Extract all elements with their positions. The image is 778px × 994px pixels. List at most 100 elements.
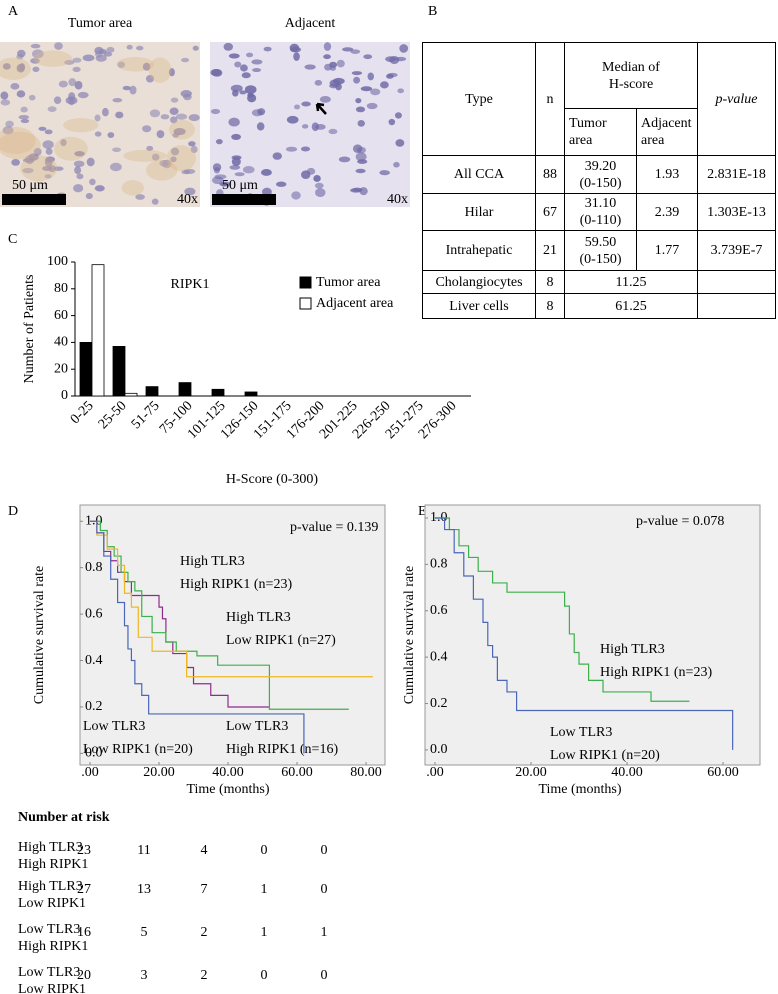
nucleus	[301, 170, 311, 180]
nucleus	[183, 168, 196, 174]
nucleus	[77, 91, 89, 99]
nucleus	[324, 63, 332, 71]
cell-text: Cholangiocytes	[435, 274, 523, 290]
cell: 1.93	[636, 155, 698, 194]
y-axis-label: Cumulative survival rate	[402, 566, 417, 704]
x-tick-label: 60.00	[707, 765, 739, 780]
nucleus	[363, 54, 373, 60]
nucleus	[33, 147, 42, 156]
bar	[112, 346, 126, 397]
y-tick-label: 40	[54, 335, 68, 350]
nucleus	[112, 147, 122, 152]
nucleus	[170, 156, 177, 163]
nucleus	[257, 108, 266, 116]
cell-text: 11.25	[615, 274, 647, 290]
cell-text: 21	[543, 243, 557, 258]
cell-text: 67	[543, 204, 557, 220]
nucleus	[151, 198, 159, 205]
nucleus	[301, 124, 309, 129]
nucleus	[251, 59, 263, 65]
risk-value: 23	[77, 843, 91, 858]
risk-value: 5	[141, 925, 148, 940]
nucleus	[335, 82, 342, 91]
cell	[697, 293, 776, 319]
y-tick-label: 0.8	[85, 560, 103, 575]
nucleus	[313, 174, 321, 182]
nucleus	[263, 46, 272, 52]
cell: 59.50 (0-150)	[564, 230, 637, 271]
nucleus	[215, 138, 223, 145]
cell: 3.739E-7	[697, 230, 776, 271]
y-tick-label: 80	[54, 281, 68, 296]
nucleus	[232, 89, 239, 97]
survival-curve	[434, 517, 690, 702]
nucleus	[72, 57, 82, 63]
y-tick-label: 0.0	[430, 742, 448, 757]
nucleus	[94, 131, 102, 137]
nucleus	[64, 60, 75, 65]
header-cell: n	[535, 42, 565, 156]
risk-row-label: Low RIPK1	[18, 982, 86, 994]
nucleus	[379, 170, 390, 176]
nucleus	[192, 45, 199, 51]
nucleus	[82, 54, 95, 62]
cell-text: Type	[465, 91, 493, 107]
nucleus	[129, 85, 137, 95]
nucleus	[275, 181, 287, 187]
cell: 8	[535, 270, 565, 294]
cell-line: 39.20	[584, 158, 617, 174]
cell-text: 1.303E-13	[707, 204, 766, 220]
nucleus	[231, 133, 242, 140]
cell-text: p-value	[715, 91, 758, 107]
risk-row-label: High TLR3	[18, 879, 83, 894]
stain	[0, 57, 31, 80]
nucleus	[30, 43, 41, 49]
nucleus	[0, 99, 11, 106]
bar	[244, 391, 258, 397]
nucleus	[44, 129, 53, 135]
nucleus	[188, 114, 200, 122]
risk-row-label: High RIPK1	[18, 857, 88, 872]
header-cell: Adjacent area	[636, 108, 698, 156]
nucleus	[73, 160, 85, 168]
risk-value: 27	[77, 882, 91, 897]
nucleus	[351, 71, 363, 76]
nucleus	[242, 166, 255, 174]
nucleus	[314, 79, 323, 86]
x-tick-label: 60.00	[281, 765, 313, 780]
nucleus	[241, 72, 251, 79]
bar	[178, 382, 192, 397]
nucleus	[145, 75, 155, 83]
cell-text: 88	[543, 167, 557, 182]
nucleus	[76, 173, 84, 180]
nucleus	[234, 61, 242, 68]
risk-value: 0	[321, 882, 328, 897]
cell: 67	[535, 193, 565, 231]
nucleus	[5, 120, 14, 128]
nucleus	[342, 47, 354, 52]
curve-label: Low TLR3	[226, 719, 288, 734]
nucleus	[223, 42, 234, 51]
risk-value: 2	[201, 968, 208, 983]
nucleus	[42, 165, 53, 171]
nucleus	[323, 54, 331, 60]
nucleus	[65, 96, 78, 105]
nucleus	[38, 126, 47, 131]
survival-curve	[90, 520, 373, 678]
x-tick-label: .00	[81, 765, 99, 780]
nucleus	[136, 45, 144, 51]
risk-value: 2	[201, 925, 208, 940]
nucleus	[350, 49, 361, 54]
cell: Cholangiocytes	[422, 270, 536, 294]
nucleus	[94, 185, 105, 192]
nucleus	[102, 107, 109, 117]
cell	[697, 270, 776, 294]
nucleus	[370, 88, 381, 96]
image-title: Tumor area	[68, 16, 133, 31]
cell-text: 8	[546, 298, 554, 314]
x-axis-label: Time (months)	[186, 782, 269, 797]
cell-line: 59.50	[584, 234, 617, 250]
x-tick-label: 40.00	[611, 765, 643, 780]
curve-label: High TLR3	[180, 554, 245, 569]
